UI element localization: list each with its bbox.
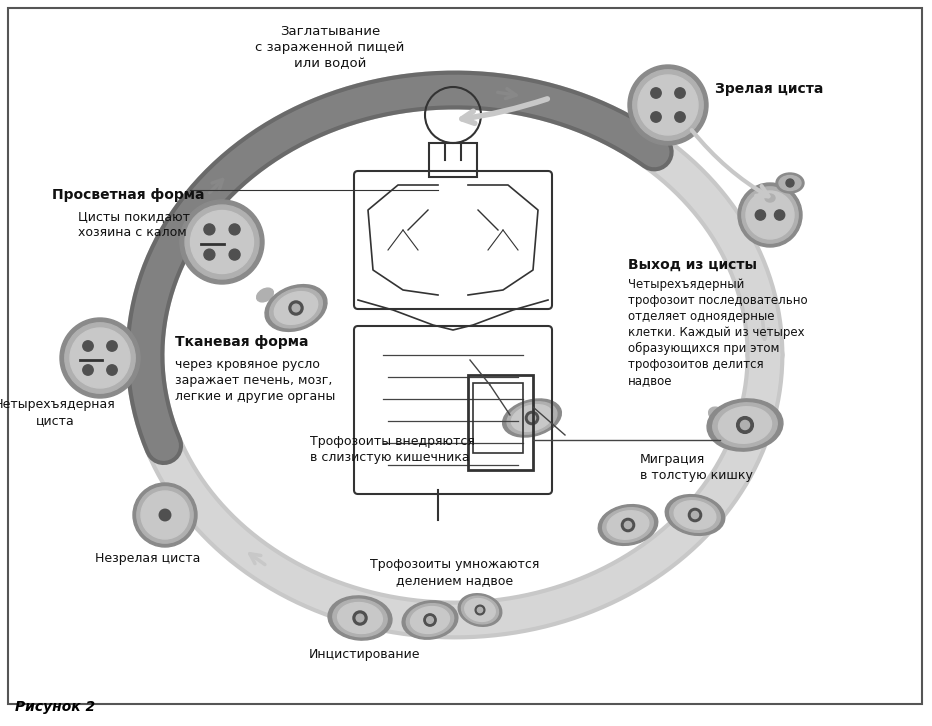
- Bar: [473, 383, 523, 453]
- Ellipse shape: [512, 404, 553, 431]
- Text: Четырехъядерная
циста: Четырехъядерная циста: [0, 398, 116, 427]
- Circle shape: [675, 88, 685, 98]
- Circle shape: [180, 200, 264, 284]
- Circle shape: [204, 249, 215, 260]
- Circle shape: [70, 328, 130, 388]
- Text: Незрелая циста: Незрелая циста: [95, 552, 200, 565]
- Text: Рисунок 2: Рисунок 2: [15, 700, 95, 714]
- Ellipse shape: [765, 194, 775, 202]
- Circle shape: [133, 483, 197, 547]
- Ellipse shape: [256, 288, 273, 302]
- Circle shape: [475, 605, 485, 615]
- Circle shape: [289, 301, 303, 315]
- Circle shape: [746, 191, 794, 239]
- Circle shape: [628, 65, 708, 145]
- Circle shape: [83, 364, 93, 375]
- Ellipse shape: [406, 603, 454, 636]
- Ellipse shape: [607, 510, 649, 539]
- Circle shape: [424, 614, 436, 626]
- Circle shape: [774, 210, 785, 220]
- Circle shape: [107, 340, 117, 351]
- Circle shape: [638, 75, 698, 135]
- Text: Миграция
в толстую кишку: Миграция в толстую кишку: [640, 453, 753, 482]
- Ellipse shape: [333, 599, 387, 637]
- Circle shape: [292, 304, 300, 312]
- Ellipse shape: [670, 498, 720, 532]
- Text: Выход из цисты: Выход из цисты: [628, 258, 757, 272]
- Ellipse shape: [461, 596, 499, 624]
- Circle shape: [738, 183, 802, 247]
- Text: Инцистирование: Инцистирование: [309, 648, 420, 661]
- Bar: [468, 375, 533, 470]
- Circle shape: [633, 70, 704, 140]
- Circle shape: [159, 509, 171, 521]
- Circle shape: [736, 417, 753, 433]
- Text: через кровяное русло
заражает печень, мозг,
легкие и другие органы: через кровяное русло заражает печень, мо…: [175, 358, 336, 403]
- Text: Тканевая форма: Тканевая форма: [175, 335, 308, 349]
- Circle shape: [742, 187, 798, 243]
- Ellipse shape: [410, 606, 449, 634]
- Text: Трофозоиты умножаются
делением надвое: Трофозоиты умножаются делением надвое: [370, 558, 540, 587]
- Circle shape: [526, 412, 539, 425]
- Ellipse shape: [719, 407, 772, 444]
- Ellipse shape: [402, 601, 458, 639]
- Circle shape: [229, 249, 240, 260]
- Text: Четырехъядерный
трофозоит последовательно
отделяет одноядерные
клетки. Каждый из: Четырехъядерный трофозоит последовательн…: [628, 278, 808, 387]
- Circle shape: [141, 491, 189, 539]
- Ellipse shape: [708, 407, 727, 423]
- Circle shape: [692, 511, 699, 518]
- Text: Трофозоиты внедряются
в слизистую кишечника: Трофозоиты внедряются в слизистую кишечн…: [310, 435, 475, 464]
- Ellipse shape: [674, 501, 716, 529]
- Circle shape: [65, 323, 135, 393]
- Ellipse shape: [707, 399, 783, 451]
- Ellipse shape: [328, 596, 392, 640]
- Ellipse shape: [337, 603, 382, 634]
- Circle shape: [204, 224, 215, 234]
- Circle shape: [137, 487, 193, 543]
- Ellipse shape: [507, 401, 557, 434]
- Ellipse shape: [665, 494, 725, 535]
- Circle shape: [353, 611, 367, 625]
- Circle shape: [675, 112, 685, 122]
- Ellipse shape: [459, 594, 501, 627]
- Circle shape: [786, 179, 794, 187]
- Text: Заглатывание
с зараженной пищей
или водой: Заглатывание с зараженной пищей или водо…: [255, 25, 404, 70]
- Circle shape: [356, 614, 363, 622]
- Ellipse shape: [265, 285, 327, 331]
- Ellipse shape: [502, 399, 561, 437]
- Circle shape: [689, 508, 702, 521]
- Circle shape: [60, 318, 140, 398]
- Ellipse shape: [603, 507, 653, 542]
- Ellipse shape: [140, 498, 157, 512]
- Text: Просветная форма: Просветная форма: [52, 188, 204, 202]
- Ellipse shape: [779, 176, 801, 190]
- Ellipse shape: [598, 505, 658, 545]
- Ellipse shape: [274, 292, 318, 325]
- Circle shape: [528, 415, 536, 422]
- Circle shape: [740, 420, 749, 430]
- Circle shape: [229, 224, 240, 234]
- Ellipse shape: [465, 598, 495, 621]
- Ellipse shape: [269, 288, 322, 328]
- Circle shape: [622, 518, 635, 531]
- Circle shape: [651, 88, 661, 98]
- Ellipse shape: [713, 403, 777, 447]
- Circle shape: [427, 616, 433, 624]
- Circle shape: [477, 608, 483, 613]
- Circle shape: [755, 210, 765, 220]
- Circle shape: [651, 112, 661, 122]
- Text: Зрелая циста: Зрелая циста: [715, 82, 823, 96]
- Circle shape: [624, 521, 632, 529]
- Circle shape: [185, 205, 259, 279]
- Text: Цисты покидают
хозяина с калом: Цисты покидают хозяина с калом: [78, 210, 190, 239]
- Circle shape: [190, 211, 254, 274]
- Ellipse shape: [776, 173, 804, 193]
- Circle shape: [83, 340, 93, 351]
- Circle shape: [107, 364, 117, 375]
